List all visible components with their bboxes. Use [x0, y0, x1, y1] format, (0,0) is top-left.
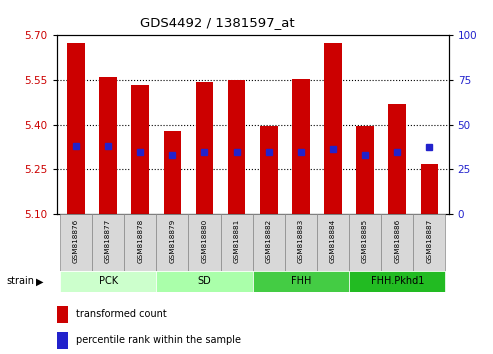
- Bar: [188, 214, 220, 271]
- Text: FHH: FHH: [291, 276, 311, 286]
- Bar: [324, 43, 342, 214]
- Bar: [285, 214, 317, 271]
- Text: strain: strain: [6, 276, 34, 286]
- Bar: [388, 104, 406, 214]
- Bar: [196, 81, 213, 214]
- Text: FHH.Pkhd1: FHH.Pkhd1: [371, 276, 424, 286]
- Text: GSM818881: GSM818881: [234, 219, 240, 263]
- Text: GSM818878: GSM818878: [137, 219, 143, 263]
- Text: GDS4492 / 1381597_at: GDS4492 / 1381597_at: [140, 16, 294, 29]
- Text: SD: SD: [198, 276, 211, 286]
- Bar: [260, 126, 278, 214]
- Bar: [124, 214, 156, 271]
- Bar: [317, 214, 349, 271]
- Bar: [57, 306, 69, 323]
- Bar: [253, 271, 349, 292]
- Text: GSM818883: GSM818883: [298, 219, 304, 263]
- Text: GSM818884: GSM818884: [330, 219, 336, 263]
- Bar: [60, 214, 92, 271]
- Text: GSM818882: GSM818882: [266, 219, 272, 263]
- Text: GSM818879: GSM818879: [170, 219, 176, 263]
- Text: PCK: PCK: [99, 276, 118, 286]
- Text: percentile rank within the sample: percentile rank within the sample: [75, 335, 241, 345]
- Bar: [381, 214, 413, 271]
- Bar: [99, 77, 117, 214]
- Text: ▶: ▶: [36, 276, 43, 286]
- Bar: [92, 214, 124, 271]
- Text: GSM818877: GSM818877: [105, 219, 111, 263]
- Bar: [228, 80, 246, 214]
- Bar: [421, 164, 438, 214]
- Bar: [356, 126, 374, 214]
- Bar: [253, 214, 285, 271]
- Bar: [349, 214, 381, 271]
- Bar: [60, 271, 156, 292]
- Text: GSM818876: GSM818876: [73, 219, 79, 263]
- Bar: [67, 43, 85, 214]
- Text: GSM818880: GSM818880: [202, 219, 208, 263]
- Text: GSM818885: GSM818885: [362, 219, 368, 263]
- Text: transformed count: transformed count: [75, 309, 166, 320]
- Text: GSM818886: GSM818886: [394, 219, 400, 263]
- Bar: [413, 214, 445, 271]
- Bar: [57, 332, 69, 348]
- Bar: [132, 85, 149, 214]
- Bar: [156, 214, 188, 271]
- Bar: [156, 271, 253, 292]
- Bar: [349, 271, 445, 292]
- Bar: [220, 214, 253, 271]
- Bar: [292, 79, 310, 214]
- Text: GSM818887: GSM818887: [426, 219, 432, 263]
- Bar: [164, 131, 181, 214]
